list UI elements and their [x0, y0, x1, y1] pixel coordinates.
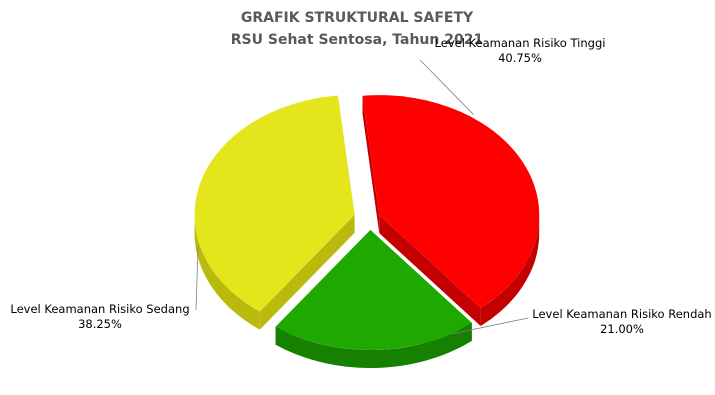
- slice-label-value-1: 21.00%: [600, 322, 644, 336]
- slice-label-name-0: Level Keamanan Risiko Tinggi: [435, 36, 606, 50]
- chart-title: GRAFIK STRUKTURAL SAFETY: [241, 10, 474, 26]
- slice-label-name-1: Level Keamanan Risiko Rendah: [532, 307, 711, 321]
- chart-subtitle: RSU Sehat Sentosa, Tahun 2021: [231, 32, 483, 48]
- leader-line-1: [451, 317, 529, 335]
- pie-slice-0: [362, 95, 540, 308]
- pie-slice-cut-2-0: [259, 214, 355, 330]
- slice-label-name-2: Level Keamanan Risiko Sedang: [10, 302, 189, 316]
- slice-label-value-2: 38.25%: [78, 317, 122, 331]
- pie-slice-1: [275, 229, 472, 350]
- leader-line-2: [195, 246, 199, 311]
- leader-lines: [195, 59, 529, 335]
- pie-slice-side-1: [275, 322, 472, 368]
- leader-line-0: [419, 59, 474, 115]
- slice-label-value-0: 40.75%: [498, 51, 542, 65]
- pie-slice-2: [194, 95, 355, 312]
- pie-slice-cut-0-1: [379, 215, 481, 326]
- pie-slice-side-2: [194, 212, 260, 330]
- pie-slices: [194, 95, 540, 368]
- pie-slice-side-0: [480, 213, 540, 326]
- pie-slice-cut-0-0: [362, 95, 380, 234]
